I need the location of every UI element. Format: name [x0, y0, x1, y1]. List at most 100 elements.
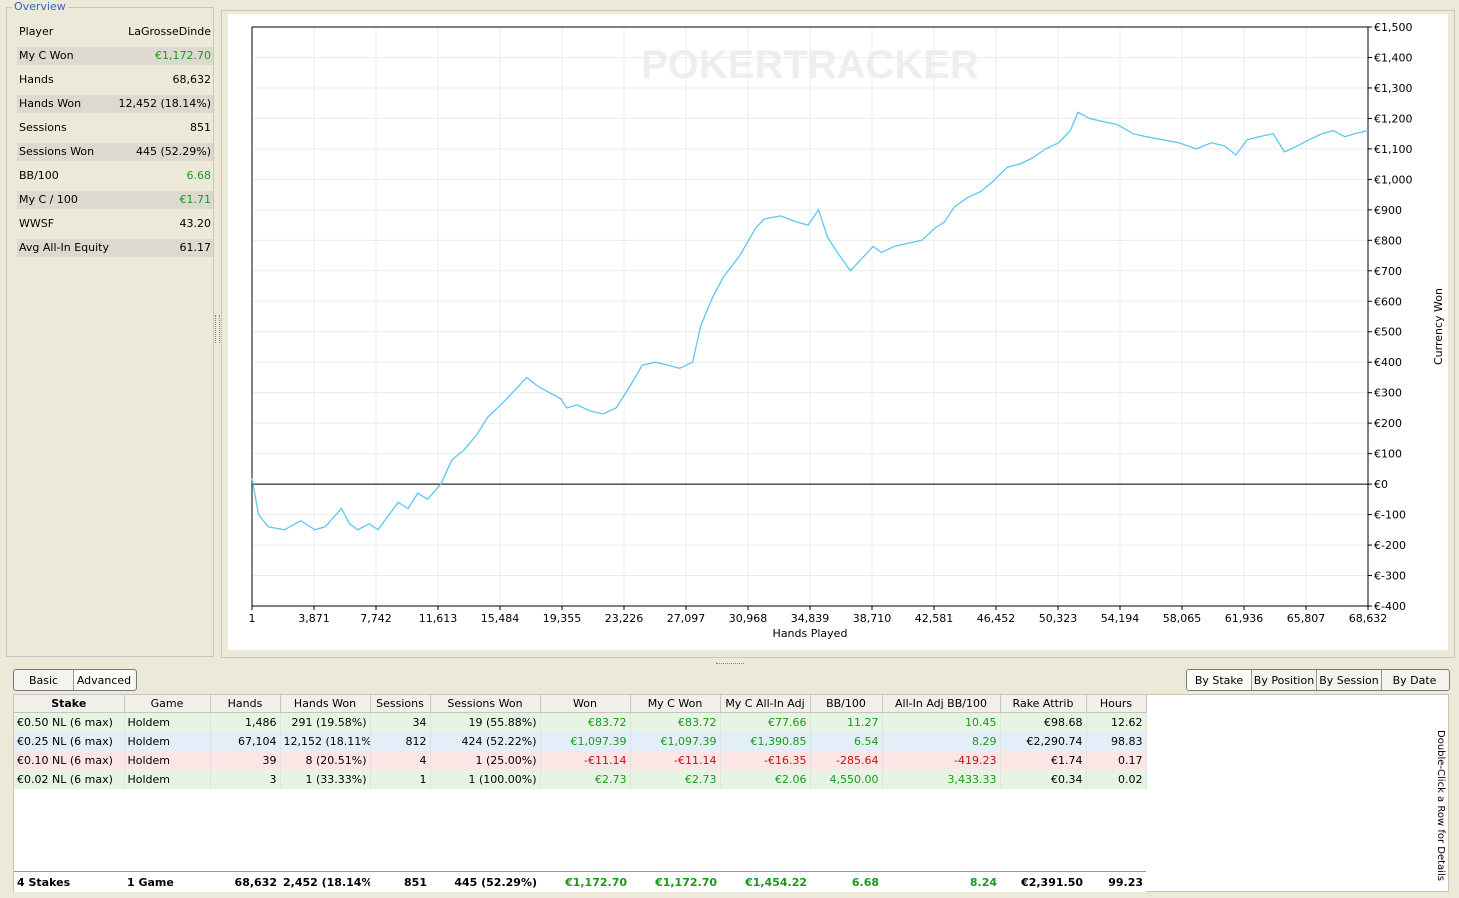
by-stake-button[interactable]: By Stake — [1187, 670, 1252, 690]
column-header[interactable]: Hands Won — [280, 695, 371, 713]
table-row[interactable]: €0.10 NL (6 max) Holdem 39 8 (20.51%) 4 1 (25… — [14, 751, 1147, 770]
x-tick-label: 11,613 — [419, 612, 458, 625]
advanced-button[interactable]: Advanced — [74, 670, 134, 690]
y-tick-label: €200 — [1374, 417, 1402, 430]
by-position-button[interactable]: By Position — [1252, 670, 1317, 690]
y-tick-label: €0 — [1374, 478, 1388, 491]
overview-value: 68,632 — [172, 73, 212, 86]
table-cell: 291 (19.58%) — [280, 712, 371, 732]
x-tick-label: 38,710 — [853, 612, 892, 625]
y-tick-label: €1,400 — [1374, 51, 1413, 64]
overview-value: LaGrosseDinde — [128, 25, 211, 38]
totals-cell: 8.24 — [882, 871, 1000, 892]
overview-panel: Overview Player LaGrosseDinde My C Won €1,1… — [6, 0, 214, 657]
y-tick-label: €100 — [1374, 448, 1402, 461]
table-cell: €0.02 NL (6 max) — [14, 770, 125, 789]
column-header[interactable]: Hands — [210, 695, 281, 713]
totals-cell: 68,632 — [210, 871, 280, 892]
table-cell: 0.02 — [1086, 770, 1147, 789]
horizontal-splitter[interactable] — [716, 663, 744, 667]
column-header[interactable]: My C Won — [630, 695, 721, 713]
basic-button[interactable]: Basic — [14, 670, 74, 690]
table-cell: -285.64 — [810, 751, 883, 770]
y-tick-label: €400 — [1374, 356, 1402, 369]
table-row[interactable]: €0.25 NL (6 max) Holdem 67,104 12,152 (18.1… — [14, 732, 1147, 751]
overview-row: BB/100 6.68 — [17, 167, 213, 185]
grouping-toggle: By Stake By Position By Session By Date — [1186, 669, 1450, 691]
column-header[interactable]: All-In Adj BB/100 — [882, 695, 1001, 713]
table-cell: €2.73 — [540, 770, 631, 789]
table-cell: 0.17 — [1086, 751, 1147, 770]
by-session-button[interactable]: By Session — [1317, 670, 1382, 690]
column-header[interactable]: My C All-In Adj — [720, 695, 811, 713]
table-cell: Holdem — [124, 732, 211, 751]
table-row[interactable]: €0.50 NL (6 max) Holdem 1,486 291 (19.58%) 3… — [14, 712, 1147, 732]
overview-row: Sessions 851 — [17, 119, 213, 137]
table-cell: 812 — [370, 732, 431, 751]
y-tick-label: €-300 — [1374, 570, 1406, 583]
overview-row: Hands 68,632 — [17, 71, 213, 89]
overview-label: My C Won — [19, 49, 74, 62]
column-header[interactable]: Sessions — [370, 695, 431, 713]
table-cell: 1 — [370, 770, 431, 789]
column-header[interactable]: BB/100 — [810, 695, 883, 713]
table-cell: 3,433.33 — [882, 770, 1001, 789]
column-header[interactable]: Sessions Won — [430, 695, 541, 713]
column-header[interactable]: Game — [124, 695, 211, 713]
overview-row: My C Won €1,172.70 — [17, 47, 213, 65]
table-cell: 12,152 (18.11%) — [280, 732, 371, 751]
x-tick-label: 42,581 — [915, 612, 954, 625]
table-cell: €1.74 — [1000, 751, 1087, 770]
table-header-row: Stake Game Hands Hands Won Sessions Sessions … — [14, 695, 1147, 713]
y-tick-label: €600 — [1374, 295, 1402, 308]
y-tick-label: €900 — [1374, 204, 1402, 217]
overview-label: Sessions — [19, 121, 67, 134]
overview-value: 12,452 (18.14%) — [118, 97, 211, 110]
totals-cell: €1,454.22 — [720, 871, 810, 892]
x-tick-label: 23,226 — [605, 612, 644, 625]
column-header[interactable]: Stake — [14, 695, 125, 713]
y-tick-label: €1,000 — [1374, 173, 1413, 186]
table-cell: -€11.14 — [630, 751, 721, 770]
double-click-hint: Double-Click a Row for Details — [1435, 730, 1446, 881]
table-row[interactable]: €0.02 NL (6 max) Holdem 3 1 (33.33%) 1 1 (100… — [14, 770, 1147, 789]
totals-row: 4 Stakes 1 Game 68,632 2,452 (18.14%) 851 445… — [14, 871, 1146, 892]
overview-row: Hands Won 12,452 (18.14%) — [17, 95, 213, 113]
table-cell: Holdem — [124, 770, 211, 789]
overview-value: €1,172.70 — [155, 49, 211, 62]
column-header[interactable]: Hours — [1086, 695, 1147, 713]
table-cell: €0.25 NL (6 max) — [14, 732, 125, 751]
table-cell: €2.73 — [630, 770, 721, 789]
overview-row: Avg All-In Equity 61.17 — [17, 239, 213, 257]
x-tick-label: 3,871 — [298, 612, 330, 625]
winnings-line — [251, 111, 1369, 531]
x-tick-label: 30,968 — [729, 612, 768, 625]
x-tick-label: 58,065 — [1163, 612, 1202, 625]
overview-value: 61.17 — [179, 241, 212, 254]
column-header[interactable]: Won — [540, 695, 631, 713]
table-cell: 4 — [370, 751, 431, 770]
table-cell: €0.34 — [1000, 770, 1087, 789]
column-header[interactable]: Rake Attrib — [1000, 695, 1087, 713]
overview-value: 445 (52.29%) — [135, 145, 211, 158]
table-cell: 10.45 — [882, 712, 1001, 732]
x-tick-label: 65,807 — [1287, 612, 1326, 625]
totals-cell: €1,172.70 — [540, 871, 630, 892]
table-cell: €1,097.39 — [540, 732, 631, 751]
totals-cell: 2,452 (18.14%) — [280, 871, 370, 892]
totals-cell: 6.68 — [810, 871, 882, 892]
table-cell: €1,097.39 — [630, 732, 721, 751]
overview-label: Hands Won — [19, 97, 82, 110]
table-cell: €0.10 NL (6 max) — [14, 751, 125, 770]
y-axis-label: Currency Won — [1432, 288, 1445, 365]
table-cell: €2.06 — [720, 770, 811, 789]
totals-cell: €2,391.50 — [1000, 871, 1086, 892]
by-date-button[interactable]: By Date — [1382, 670, 1447, 690]
totals-cell: 851 — [370, 871, 430, 892]
table-cell: 19 (55.88%) — [430, 712, 541, 732]
vertical-splitter[interactable] — [215, 315, 220, 343]
x-tick-label: 46,452 — [977, 612, 1016, 625]
table-cell: -€11.14 — [540, 751, 631, 770]
overview-label: My C / 100 — [19, 193, 78, 206]
